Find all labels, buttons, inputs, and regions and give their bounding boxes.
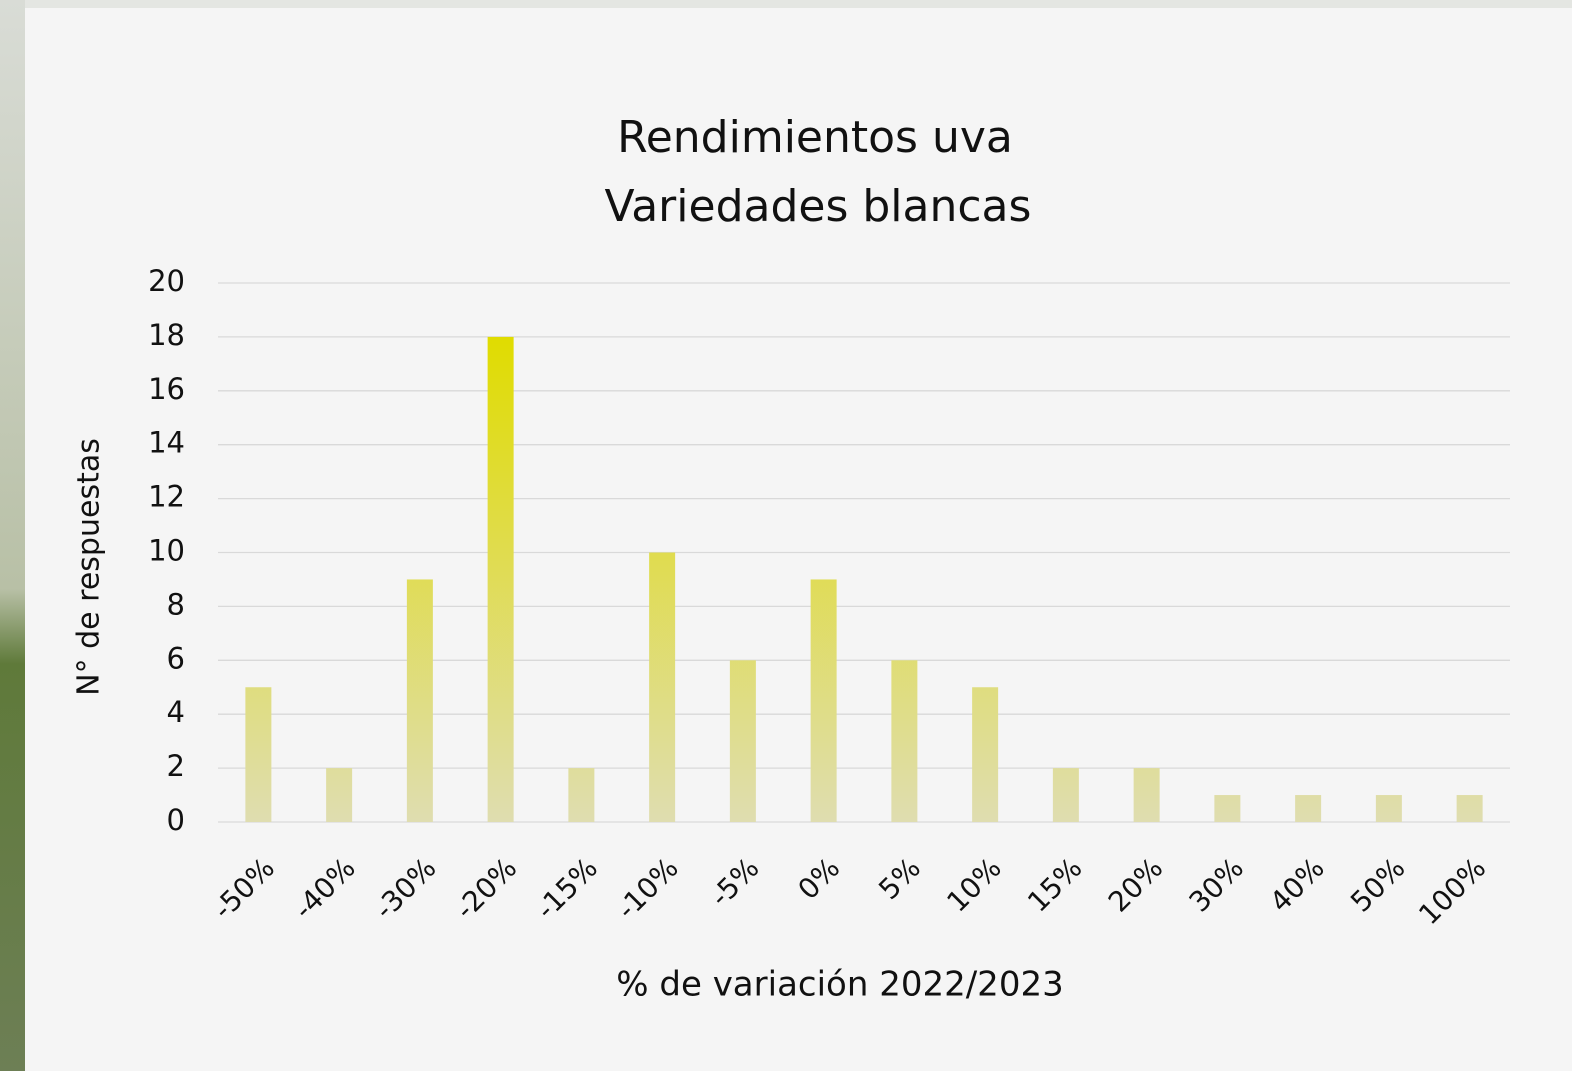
bar (891, 660, 918, 822)
bar (649, 552, 676, 822)
y-tick-label: 4 (167, 695, 185, 729)
y-tick-label: 14 (148, 426, 185, 460)
bar (972, 687, 999, 822)
y-tick-label: 6 (167, 641, 185, 675)
chart-title: Rendimientos uva (617, 112, 1013, 163)
bar (1214, 795, 1241, 822)
bar (1456, 795, 1483, 822)
side-image (0, 0, 25, 1071)
bar (245, 687, 272, 822)
bar (487, 336, 514, 822)
y-tick-label: 0 (167, 803, 185, 837)
y-tick-label: 20 (148, 264, 185, 298)
bar (1133, 768, 1160, 822)
y-axis-label: N° de respuestas (72, 438, 107, 696)
y-tick-label: 16 (148, 372, 185, 406)
chart-subtitle: Variedades blancas (605, 181, 1032, 232)
bar (1375, 795, 1402, 822)
bar (326, 768, 353, 822)
y-tick-label: 18 (148, 318, 185, 352)
bar (1295, 795, 1322, 822)
top-strip (0, 0, 1572, 8)
bar (1052, 768, 1079, 822)
y-tick-label: 8 (167, 587, 185, 621)
bar (406, 579, 433, 822)
y-tick-label: 12 (148, 480, 185, 514)
x-axis-label: % de variación 2022/2023 (616, 965, 1063, 1005)
bar (729, 660, 756, 822)
bar (810, 579, 837, 822)
y-tick-label: 2 (167, 749, 185, 783)
bar (568, 768, 595, 822)
y-tick-label: 10 (148, 534, 185, 568)
